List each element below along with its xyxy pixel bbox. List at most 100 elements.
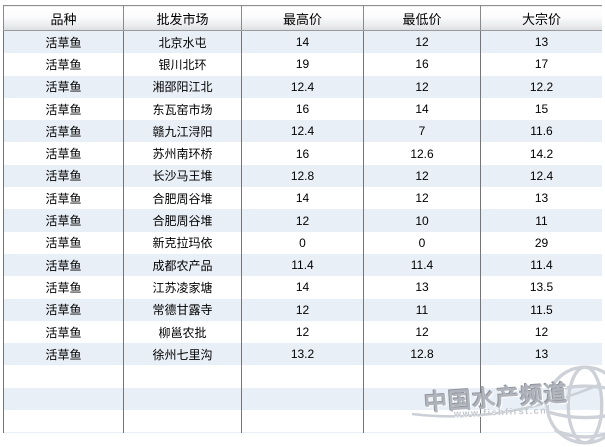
cell-bulk: 13 — [480, 343, 602, 366]
cell-high: 16 — [241, 142, 364, 165]
cell-variety: 活草鱼 — [3, 209, 124, 232]
cell-bulk: 17 — [480, 53, 602, 76]
cell-market: 长沙马王堆 — [123, 164, 242, 188]
cell-market: 柳邕农批 — [123, 320, 242, 344]
header-low-price: 最低价 — [363, 5, 481, 31]
cell-variety: 活草鱼 — [3, 142, 124, 165]
price-table: 品种 批发市场 最高价 最低价 大宗价 活草鱼 北京水屯 14 12 13 活草… — [3, 5, 602, 433]
cell-bulk: 13 — [480, 30, 602, 54]
cell-market: 合肥周谷堆 — [123, 209, 242, 232]
table-row: 活草鱼 合肥周谷堆 14 12 13 — [3, 187, 602, 210]
cell-low: 12 — [363, 75, 481, 98]
cell-variety: 活草鱼 — [3, 343, 124, 366]
table-row: 活草鱼 苏州南环桥 16 12.6 14.2 — [3, 142, 602, 165]
cell-bulk: 11 — [480, 209, 602, 232]
cell-high: 12.8 — [241, 164, 364, 188]
table-row: 活草鱼 东瓦窑市场 16 14 15 — [3, 97, 602, 121]
cell-bulk: 12.4 — [480, 164, 602, 188]
cell-low: 12 — [363, 30, 481, 54]
cell-market: 常德甘露寺 — [123, 298, 242, 321]
cell-variety: 活草鱼 — [3, 97, 124, 121]
cell-high: 16 — [241, 97, 364, 121]
table-row: 活草鱼 银川北环 19 16 17 — [3, 53, 602, 76]
cell-high: 12 — [241, 298, 364, 321]
cell-variety: 活草鱼 — [3, 164, 124, 188]
price-table-container: 品种 批发市场 最高价 最低价 大宗价 活草鱼 北京水屯 14 12 13 活草… — [3, 5, 602, 433]
cell-low: 12.8 — [363, 343, 481, 366]
cell-bulk: 14.2 — [480, 142, 602, 165]
cell-bulk: 13.5 — [480, 276, 602, 299]
table-row-empty — [3, 365, 602, 388]
cell-variety: 活草鱼 — [3, 120, 124, 143]
cell-market: 北京水屯 — [123, 30, 242, 54]
cell-low: 16 — [363, 53, 481, 76]
cell-low: 12 — [363, 320, 481, 344]
cell-market: 东瓦窑市场 — [123, 97, 242, 121]
cell-bulk: 15 — [480, 97, 602, 121]
table-row: 活草鱼 长沙马王堆 12.8 12 12.4 — [3, 164, 602, 188]
cell-high: 12.4 — [241, 75, 364, 98]
cell-market: 苏州南环桥 — [123, 142, 242, 165]
table-row: 活草鱼 江苏凌家塘 14 13 13.5 — [3, 276, 602, 299]
cell-high: 13.2 — [241, 343, 364, 366]
cell-bulk: 12.2 — [480, 75, 602, 98]
table-row: 活草鱼 新克拉玛依 0 0 29 — [3, 231, 602, 254]
table-header-row: 品种 批发市场 最高价 最低价 大宗价 — [3, 5, 602, 31]
cell-high: 11.4 — [241, 253, 364, 277]
table-row: 活草鱼 合肥周谷堆 12 10 11 — [3, 209, 602, 232]
cell-market: 银川北环 — [123, 53, 242, 76]
cell-variety: 活草鱼 — [3, 53, 124, 76]
cell-bulk: 11.4 — [480, 253, 602, 277]
cell-low: 13 — [363, 276, 481, 299]
cell-high: 14 — [241, 276, 364, 299]
cell-market: 合肥周谷堆 — [123, 187, 242, 210]
cell-variety: 活草鱼 — [3, 253, 124, 277]
cell-low: 12 — [363, 187, 481, 210]
cell-bulk: 11.6 — [480, 120, 602, 143]
table-row-empty — [3, 410, 602, 433]
header-bulk-price: 大宗价 — [480, 5, 602, 31]
cell-high: 0 — [241, 231, 364, 254]
cell-market: 成都农产品 — [123, 253, 242, 277]
table-row: 活草鱼 赣九江浔阳 12.4 7 11.6 — [3, 120, 602, 143]
table-row: 活草鱼 湘邵阳江北 12.4 12 12.2 — [3, 75, 602, 98]
cell-market: 新克拉玛依 — [123, 231, 242, 254]
cell-low: 7 — [363, 120, 481, 143]
table-row: 活草鱼 北京水屯 14 12 13 — [3, 30, 602, 54]
table-row: 活草鱼 徐州七里沟 13.2 12.8 13 — [3, 343, 602, 366]
cell-low: 0 — [363, 231, 481, 254]
cell-low: 10 — [363, 209, 481, 232]
cell-high: 12 — [241, 209, 364, 232]
table-row: 活草鱼 常德甘露寺 12 11 11.5 — [3, 298, 602, 321]
header-variety: 品种 — [3, 5, 124, 31]
cell-market: 徐州七里沟 — [123, 343, 242, 366]
cell-variety: 活草鱼 — [3, 75, 124, 98]
table-row-empty — [3, 387, 602, 411]
cell-low: 11 — [363, 298, 481, 321]
cell-high: 19 — [241, 53, 364, 76]
cell-high: 12 — [241, 320, 364, 344]
header-high-price: 最高价 — [241, 5, 364, 31]
cell-bulk: 13 — [480, 187, 602, 210]
cell-market: 湘邵阳江北 — [123, 75, 242, 98]
cell-variety: 活草鱼 — [3, 276, 124, 299]
cell-bulk: 29 — [480, 231, 602, 254]
cell-variety: 活草鱼 — [3, 320, 124, 344]
cell-variety: 活草鱼 — [3, 187, 124, 210]
cell-low: 11.4 — [363, 253, 481, 277]
table-row: 活草鱼 柳邕农批 12 12 12 — [3, 320, 602, 344]
header-market: 批发市场 — [123, 5, 242, 31]
cell-low: 12 — [363, 164, 481, 188]
cell-high: 14 — [241, 30, 364, 54]
cell-market: 江苏凌家塘 — [123, 276, 242, 299]
cell-variety: 活草鱼 — [3, 30, 124, 54]
cell-low: 14 — [363, 97, 481, 121]
table-row: 活草鱼 成都农产品 11.4 11.4 11.4 — [3, 253, 602, 277]
cell-high: 12.4 — [241, 120, 364, 143]
cell-bulk: 11.5 — [480, 298, 602, 321]
cell-high: 14 — [241, 187, 364, 210]
cell-variety: 活草鱼 — [3, 231, 124, 254]
cell-variety: 活草鱼 — [3, 298, 124, 321]
cell-low: 12.6 — [363, 142, 481, 165]
cell-bulk: 12 — [480, 320, 602, 344]
